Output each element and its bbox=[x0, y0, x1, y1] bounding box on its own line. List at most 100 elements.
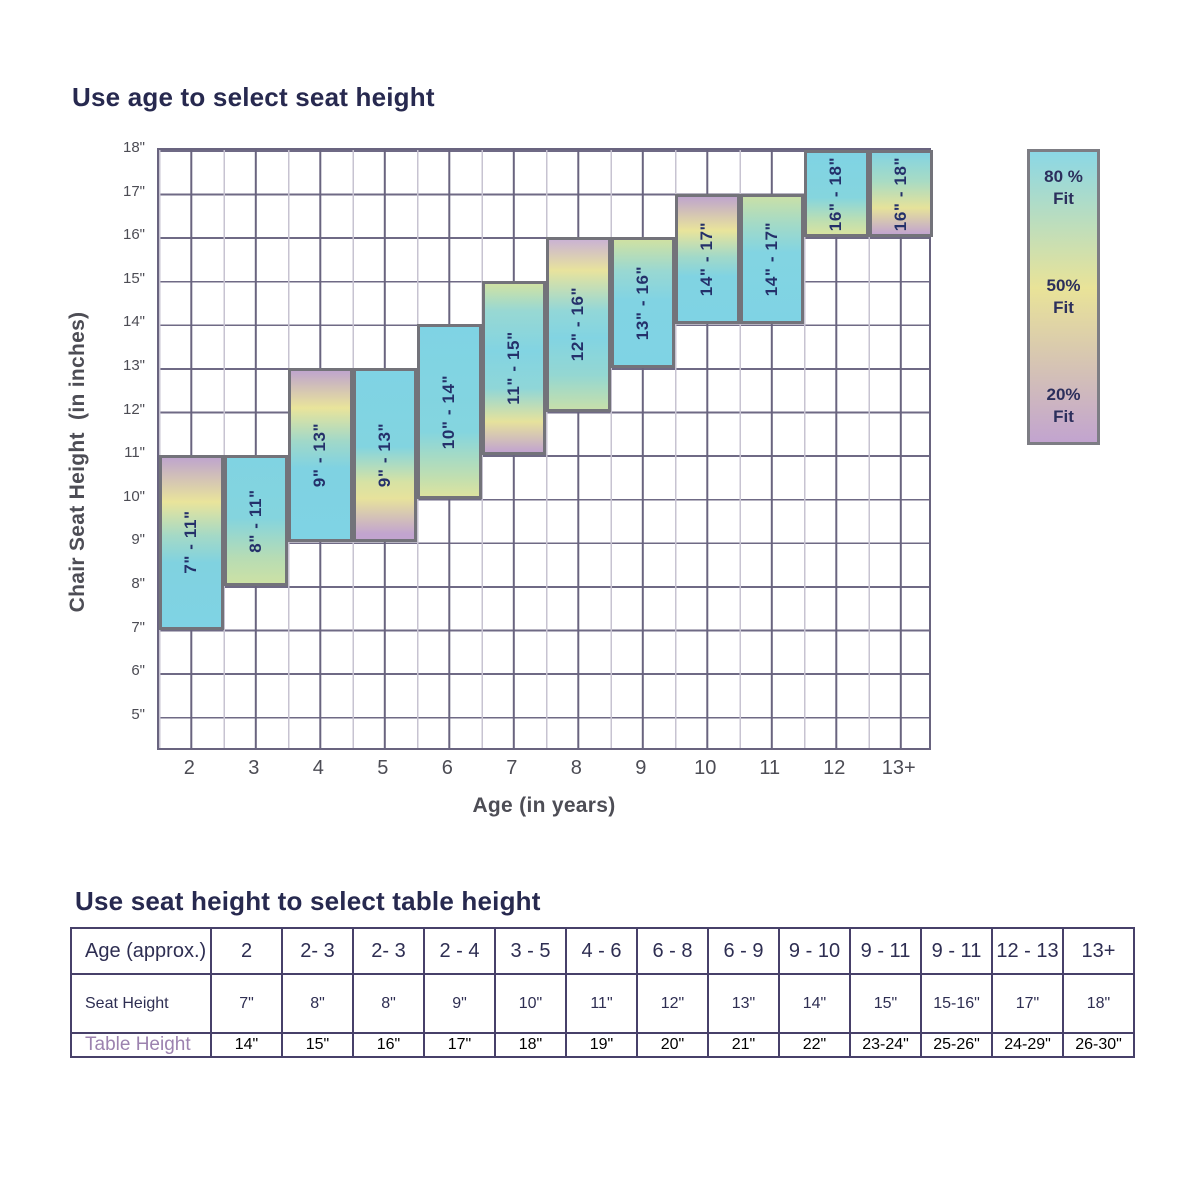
table-cell: 24-29" bbox=[991, 1032, 1064, 1058]
table-cell: 9 - 10 bbox=[778, 927, 851, 975]
range-bar-age-11: 14" - 17" bbox=[739, 193, 804, 325]
seat-height-plot-grid: 7" - 11" 8" - 11" 9" - 13" 9" - 13" 10" - 14… bbox=[157, 148, 933, 750]
range-bar-label: 14" - 17" bbox=[761, 221, 781, 297]
y-tick: 11" bbox=[124, 444, 145, 462]
range-bar-label: 11" - 15" bbox=[503, 331, 523, 405]
x-tick: 6 bbox=[441, 757, 453, 779]
range-bar-age-6: 10" - 14" bbox=[417, 324, 482, 499]
x-tick: 11 bbox=[759, 757, 781, 779]
x-tick: 12 bbox=[823, 757, 846, 779]
x-axis-title: Age (in years) bbox=[472, 794, 616, 817]
table-cell: 19" bbox=[565, 1032, 638, 1058]
table-cell: 17" bbox=[991, 973, 1064, 1034]
y-tick: 8" bbox=[131, 575, 145, 592]
table-cell: 13+ bbox=[1062, 927, 1135, 975]
range-bar-label: 9" - 13" bbox=[310, 422, 330, 488]
range-bar-age-3: 8" - 11" bbox=[223, 455, 288, 586]
range-bar-label: 7" - 11" bbox=[181, 510, 201, 575]
table-cell: 17" bbox=[423, 1032, 496, 1058]
table-cell: 2- 3 bbox=[281, 927, 354, 975]
legend-entry-80pct: 80 % Fit bbox=[1044, 167, 1083, 209]
table-cell: 7" bbox=[210, 973, 283, 1034]
x-tick: 5 bbox=[377, 757, 389, 779]
range-bar-age-9: 13" - 16" bbox=[610, 237, 675, 368]
range-bar-age-2: 7" - 11" bbox=[159, 455, 224, 630]
table-title: Use seat height to select table height bbox=[75, 886, 541, 916]
x-tick: 8 bbox=[570, 757, 582, 779]
range-bar-age-7: 11" - 15" bbox=[481, 280, 546, 456]
table-cell: 2 bbox=[210, 927, 283, 975]
y-tick: 10" bbox=[122, 487, 145, 505]
table-cell: 15-16" bbox=[920, 973, 993, 1034]
y-tick: 17" bbox=[122, 182, 145, 200]
y-tick: 5" bbox=[131, 705, 145, 723]
table-cell: 2- 3 bbox=[352, 927, 425, 975]
table-cell: 9 - 11 bbox=[920, 927, 993, 975]
table-cell: 10" bbox=[494, 973, 567, 1034]
table-cell: 15" bbox=[849, 973, 922, 1034]
table-cell: 2 - 4 bbox=[423, 927, 496, 975]
table-cell: 12" bbox=[636, 973, 709, 1034]
table-cell: 21" bbox=[707, 1032, 780, 1058]
table-row: Seat Height 7" 8" 8" 9" 10" 11" 12" 13" 14" 15" 15-… bbox=[70, 973, 1135, 1034]
table-cell: 4 - 6 bbox=[565, 927, 638, 975]
y-tick: 18" bbox=[122, 139, 145, 156]
table-cell: 16" bbox=[352, 1032, 425, 1058]
x-tick: 10 bbox=[694, 757, 717, 779]
range-bar-label: 10" - 14" bbox=[439, 374, 459, 449]
table-row: Table Height 14" 15" 16" 17" 18" 19" 20" 21" 22" 2… bbox=[70, 1032, 1135, 1058]
row-label: Table Height bbox=[70, 1032, 212, 1058]
range-bar-label: 14" - 17" bbox=[697, 221, 717, 297]
fit-legend-gradient: 80 % Fit 50% Fit 20% Fit bbox=[1027, 149, 1100, 445]
table-cell: 18" bbox=[1062, 973, 1135, 1034]
table-cell: 15" bbox=[281, 1032, 354, 1058]
table-cell: 3 - 5 bbox=[494, 927, 567, 975]
y-tick: 12" bbox=[122, 400, 145, 418]
range-bar-label: 13" - 16" bbox=[632, 265, 652, 340]
table-cell: 8" bbox=[281, 973, 354, 1034]
legend-entry-50pct: 50% Fit bbox=[1046, 275, 1081, 317]
range-bar-age-8: 12" - 16" bbox=[546, 237, 611, 412]
range-bar-age-12: 16" - 18" bbox=[804, 150, 869, 238]
y-tick: 13" bbox=[122, 357, 145, 374]
range-bar-age-5: 9" - 13" bbox=[352, 368, 417, 543]
table-cell: 12 - 13 bbox=[991, 927, 1064, 975]
range-bar-label: 16" - 18" bbox=[826, 156, 846, 231]
row-label: Seat Height bbox=[70, 973, 212, 1034]
table-cell: 13" bbox=[707, 973, 780, 1034]
x-tick: 2 bbox=[183, 757, 195, 779]
table-cell: 8" bbox=[352, 973, 425, 1034]
table-cell: 26-30" bbox=[1062, 1032, 1135, 1058]
table-cell: 22" bbox=[778, 1032, 851, 1058]
y-tick: 15" bbox=[122, 269, 145, 287]
y-tick: 14" bbox=[122, 313, 145, 331]
x-tick: 3 bbox=[248, 757, 260, 779]
x-tick: 13+ bbox=[881, 757, 916, 779]
range-bar-label: 16" - 18" bbox=[890, 156, 910, 231]
table-cell: 23-24" bbox=[849, 1032, 922, 1058]
table-cell: 11" bbox=[565, 973, 638, 1034]
table-cell: 14" bbox=[778, 973, 851, 1034]
y-tick: 9" bbox=[131, 531, 145, 549]
x-tick: 7 bbox=[506, 757, 518, 779]
range-bar-age-13+: 16" - 18" bbox=[868, 150, 933, 238]
table-cell: 9 - 11 bbox=[849, 927, 922, 975]
table-cell: 18" bbox=[494, 1032, 567, 1058]
table-cell: 14" bbox=[210, 1032, 283, 1058]
y-tick: 6" bbox=[131, 662, 145, 680]
range-bar-age-4: 9" - 13" bbox=[288, 368, 353, 543]
range-bar-label: 8" - 11" bbox=[245, 488, 265, 553]
y-tick: 7" bbox=[131, 618, 145, 636]
range-bar-label: 12" - 16" bbox=[568, 287, 588, 362]
range-bar-label: 9" - 13" bbox=[374, 422, 394, 488]
chart-title: Use age to select seat height bbox=[72, 82, 435, 112]
x-tick: 9 bbox=[635, 757, 647, 779]
y-tick: 16" bbox=[122, 226, 145, 244]
table-cell: 6 - 9 bbox=[707, 927, 780, 975]
x-tick: 4 bbox=[312, 757, 324, 779]
row-label: Age (approx.) bbox=[70, 927, 212, 975]
legend-entry-20pct: 20% Fit bbox=[1046, 384, 1081, 426]
